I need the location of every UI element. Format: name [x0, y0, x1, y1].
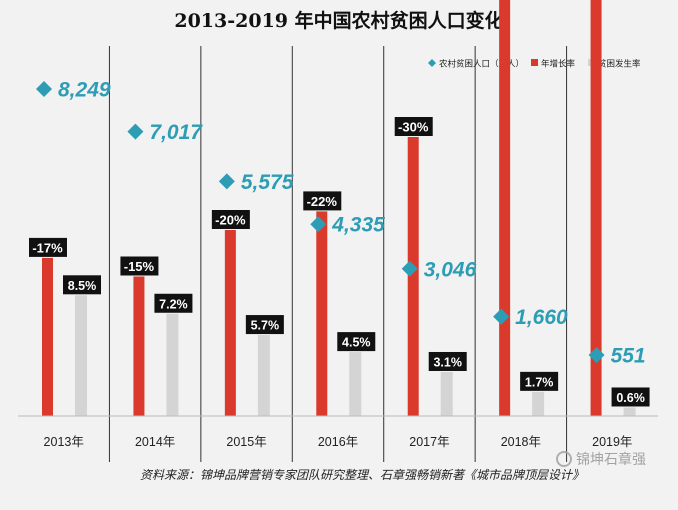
incidence-label: 4.5%	[337, 332, 376, 352]
growth-label: -15%	[120, 256, 159, 276]
category-label: 2019年	[592, 435, 632, 449]
growth-label: -22%	[303, 191, 342, 211]
incidence-bar	[166, 313, 179, 416]
legend-label: 年增长率	[541, 59, 576, 69]
growth-label: -30%	[394, 117, 433, 136]
population-value-label: 8,249	[58, 79, 111, 102]
incidence-label: 7.2%	[154, 293, 193, 313]
growth-bar	[407, 137, 419, 416]
incidence-bar	[623, 407, 636, 416]
incidence-bar	[440, 371, 453, 416]
population-marker	[493, 308, 510, 325]
incidence-label-box	[428, 351, 467, 371]
population-value-label: 4,335	[331, 214, 385, 237]
chart-title: 2013-2019 年中国农村贫困人口变化	[174, 10, 504, 32]
incidence-bar	[349, 352, 362, 416]
incidence-label-box	[63, 275, 101, 295]
incidence-bar	[75, 295, 87, 416]
growth-bar	[224, 230, 236, 416]
population-value-label: 5,575	[241, 171, 294, 194]
incidence-label-box	[611, 387, 650, 407]
watermark-logo-icon	[556, 451, 572, 467]
incidence-label-box	[154, 293, 193, 313]
incidence-label: 0.6%	[611, 387, 650, 407]
incidence-label-box	[520, 371, 559, 391]
incidence-label-text: 1.7%	[525, 375, 554, 389]
growth-label: -17%	[29, 237, 67, 257]
growth-bar	[499, 0, 511, 416]
category-label: 2014年	[135, 435, 175, 449]
growth-label-text: -22%	[307, 194, 338, 209]
incidence-label-text: 5.7%	[251, 319, 280, 333]
legend-marker	[531, 59, 538, 66]
growth-label-box	[394, 117, 433, 136]
category-label: 2016年	[318, 435, 358, 449]
growth-bar	[590, 0, 602, 416]
incidence-label-text: 8.5%	[68, 279, 97, 293]
population-marker	[310, 216, 327, 233]
incidence-label: 1.7%	[520, 371, 559, 391]
source-note: 资料来源：锦坤品牌营销专家团队研究整理、石章强畅销新著《城市品牌顶层设计》	[140, 468, 585, 482]
growth-label: -20%	[211, 210, 250, 229]
category-label: 2015年	[226, 435, 266, 449]
population-marker	[127, 123, 144, 140]
incidence-label: 3.1%	[428, 351, 467, 371]
growth-bar	[42, 257, 53, 416]
growth-label-text: -20%	[215, 213, 246, 228]
incidence-label: 5.7%	[245, 315, 284, 335]
incidence-label-text: 4.5%	[342, 336, 371, 350]
category-label: 2013年	[44, 435, 84, 449]
incidence-bar	[532, 391, 545, 416]
watermark: 锦坤石章强	[556, 446, 671, 472]
growth-label-text: -15%	[124, 259, 155, 274]
legend-marker	[428, 59, 436, 67]
category-label: 2018年	[501, 435, 541, 449]
growth-label-box	[303, 191, 342, 211]
growth-label-text: -17%	[32, 240, 63, 255]
incidence-label: 8.5%	[63, 275, 101, 295]
incidence-label-text: 7.2%	[159, 297, 188, 311]
incidence-bar	[257, 335, 270, 416]
growth-label-text: -30%	[398, 120, 429, 135]
growth-label-box	[211, 210, 250, 229]
incidence-label-box	[337, 332, 376, 352]
growth-label-box	[29, 237, 67, 257]
growth-bar	[316, 211, 328, 416]
population-marker	[218, 173, 235, 190]
population-value-label: 7,017	[149, 121, 203, 144]
growth-label-box	[120, 256, 159, 276]
population-marker	[36, 81, 52, 97]
incidence-label-box	[245, 315, 284, 335]
population-value-label: 1,660	[515, 306, 568, 329]
population-marker	[401, 260, 418, 277]
incidence-label-text: 3.1%	[433, 355, 462, 369]
legend-label: 贫困发生率	[598, 59, 641, 69]
legend-label: 农村贫困人口（万人）	[439, 59, 524, 69]
watermark-text: 锦坤石章强	[576, 452, 646, 468]
population-value-label: 3,046	[424, 258, 477, 281]
population-marker	[588, 347, 605, 363]
growth-bar	[133, 276, 145, 416]
incidence-label-text: 0.6%	[616, 391, 645, 405]
category-label: 2017年	[409, 435, 449, 449]
population-value-label: 551	[611, 345, 646, 368]
